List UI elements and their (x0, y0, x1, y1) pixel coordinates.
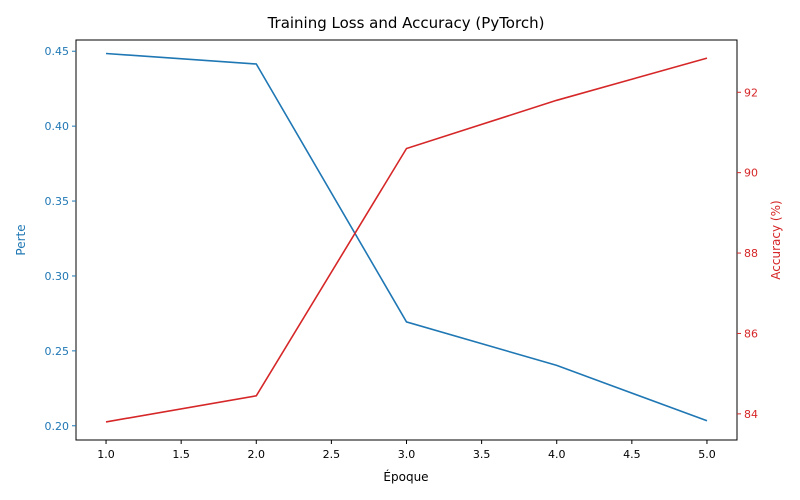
left-y-tick-label: 0.35 (45, 195, 70, 208)
left-y-tick-label: 0.45 (45, 45, 70, 58)
left-y-tick-label: 0.30 (45, 270, 70, 283)
right-y-tick-label: 90 (744, 167, 758, 180)
right-y-tick-label: 92 (744, 86, 758, 99)
x-tick-label: 2.0 (248, 448, 266, 461)
x-tick-label: 5.0 (698, 448, 716, 461)
left-y-axis-label: Perte (14, 224, 28, 255)
left-y-tick-label: 0.20 (45, 420, 70, 433)
x-tick-label: 1.0 (97, 448, 115, 461)
right-y-tick-label: 84 (744, 408, 758, 421)
plot-frame (75, 39, 738, 441)
x-tick-label: 4.0 (548, 448, 566, 461)
left-y-tick-label: 0.40 (45, 120, 70, 133)
x-tick-label: 2.5 (323, 448, 341, 461)
left-y-tick-label: 0.25 (45, 345, 70, 358)
x-tick-label: 3.0 (398, 448, 416, 461)
x-tick-label: 3.5 (473, 448, 491, 461)
plot-area: 1.0 1.5 2.0 2.5 3.0 3.5 4.0 4.5 5.0 0.20 0.25 0.30 0… (45, 39, 758, 461)
x-tick-label: 4.5 (623, 448, 641, 461)
series-line-1 (105, 52, 708, 422)
right-y-tick-label: 86 (744, 327, 758, 340)
series-line-2 (105, 57, 708, 423)
right-y-axis-label: Accuracy (%) (769, 200, 783, 279)
x-tick-label: 1.5 (172, 448, 190, 461)
right-y-tick-label: 88 (744, 247, 758, 260)
chart-title: Training Loss and Accuracy (PyTorch) (267, 14, 545, 32)
x-axis-label: Époque (383, 469, 428, 484)
